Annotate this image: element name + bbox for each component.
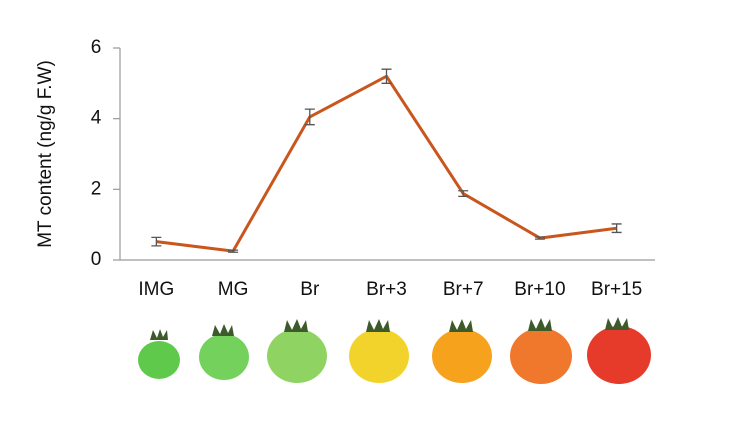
error-bar — [381, 68, 392, 84]
error-bar — [228, 249, 239, 253]
tomato — [432, 319, 492, 383]
tomato — [267, 319, 327, 383]
x-tick-label: Br+15 — [591, 279, 642, 300]
y-tick-label: 2 — [91, 178, 102, 199]
y-tick-label: 6 — [91, 37, 102, 58]
x-tick-label: Br — [300, 279, 320, 300]
error-bar — [151, 236, 162, 247]
x-tick-label: MG — [218, 279, 249, 300]
error-bar — [611, 223, 622, 234]
x-tick-label: Br+7 — [443, 279, 484, 300]
line — [156, 74, 617, 253]
tomato — [199, 324, 249, 380]
error-bar — [458, 190, 469, 198]
tomato-icons — [138, 317, 651, 384]
y-axis-label: MT content (ng/g F.W) — [35, 60, 56, 248]
y-tick-label: 0 — [91, 249, 102, 270]
error-bar — [304, 108, 315, 126]
x-tick-label: Br+10 — [514, 279, 565, 300]
tomato — [349, 319, 409, 383]
x-tick-label: IMG — [138, 279, 174, 300]
error-bar — [534, 236, 545, 240]
tomato — [138, 329, 180, 379]
tomato — [510, 318, 572, 384]
y-tick-label: 4 — [91, 108, 102, 129]
x-tick-label: Br+3 — [366, 279, 407, 300]
tomato — [587, 317, 651, 384]
